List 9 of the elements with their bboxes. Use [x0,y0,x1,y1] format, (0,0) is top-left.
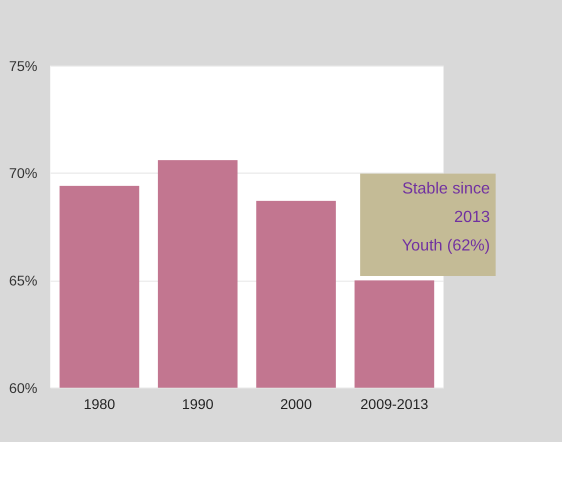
x-tick-label: 2000 [280,397,312,414]
annotation: Stable since 2013 Youth (62%) [402,180,490,254]
y-tick-label: 75% [9,58,38,75]
y-tick-label: 65% [9,274,38,290]
x-tick-label: 2009-2013 [360,397,428,414]
x-tick-label: 1990 [182,397,214,414]
y-tick-label: 70% [9,166,38,182]
x-tick-label: 1980 [84,397,116,414]
y-tick-label: 60% [9,381,38,398]
